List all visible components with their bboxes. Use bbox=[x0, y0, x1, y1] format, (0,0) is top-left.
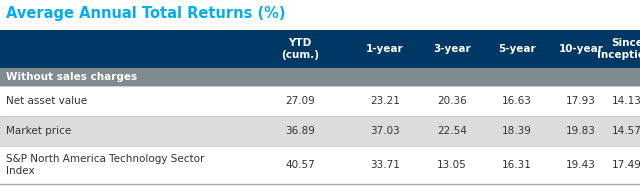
Text: 33.71: 33.71 bbox=[370, 160, 400, 170]
Text: 19.83: 19.83 bbox=[566, 126, 596, 136]
Text: 18.39: 18.39 bbox=[502, 126, 532, 136]
Text: YTD
(cum.): YTD (cum.) bbox=[281, 38, 319, 60]
Text: Market price: Market price bbox=[6, 126, 71, 136]
Text: Average Annual Total Returns (%): Average Annual Total Returns (%) bbox=[6, 6, 285, 21]
Text: Without sales charges: Without sales charges bbox=[6, 72, 137, 82]
Text: 16.63: 16.63 bbox=[502, 96, 532, 106]
Bar bbox=[0, 30, 640, 68]
Text: 17.93: 17.93 bbox=[566, 96, 596, 106]
Text: 3-year: 3-year bbox=[433, 44, 471, 54]
Text: 22.54: 22.54 bbox=[437, 126, 467, 136]
Text: 40.57: 40.57 bbox=[285, 160, 315, 170]
Text: 23.21: 23.21 bbox=[370, 96, 400, 106]
Text: 37.03: 37.03 bbox=[370, 126, 400, 136]
Bar bbox=[0, 86, 640, 116]
Bar bbox=[0, 146, 640, 184]
Bar bbox=[0, 68, 640, 86]
Text: 20.36: 20.36 bbox=[437, 96, 467, 106]
Bar bbox=[0, 116, 640, 146]
Text: 16.31: 16.31 bbox=[502, 160, 532, 170]
Text: 1-year: 1-year bbox=[366, 44, 404, 54]
Text: 14.13: 14.13 bbox=[612, 96, 640, 106]
Text: Net asset value: Net asset value bbox=[6, 96, 87, 106]
Text: 17.49: 17.49 bbox=[612, 160, 640, 170]
Text: S&P North America Technology Sector
Index: S&P North America Technology Sector Inde… bbox=[6, 154, 204, 176]
Text: 10-year: 10-year bbox=[559, 44, 604, 54]
Text: 19.43: 19.43 bbox=[566, 160, 596, 170]
Text: 5-year: 5-year bbox=[498, 44, 536, 54]
Text: 27.09: 27.09 bbox=[285, 96, 315, 106]
Text: 13.05: 13.05 bbox=[437, 160, 467, 170]
Text: 36.89: 36.89 bbox=[285, 126, 315, 136]
Text: 14.57: 14.57 bbox=[612, 126, 640, 136]
Text: Since
Inception*: Since Inception* bbox=[596, 38, 640, 60]
